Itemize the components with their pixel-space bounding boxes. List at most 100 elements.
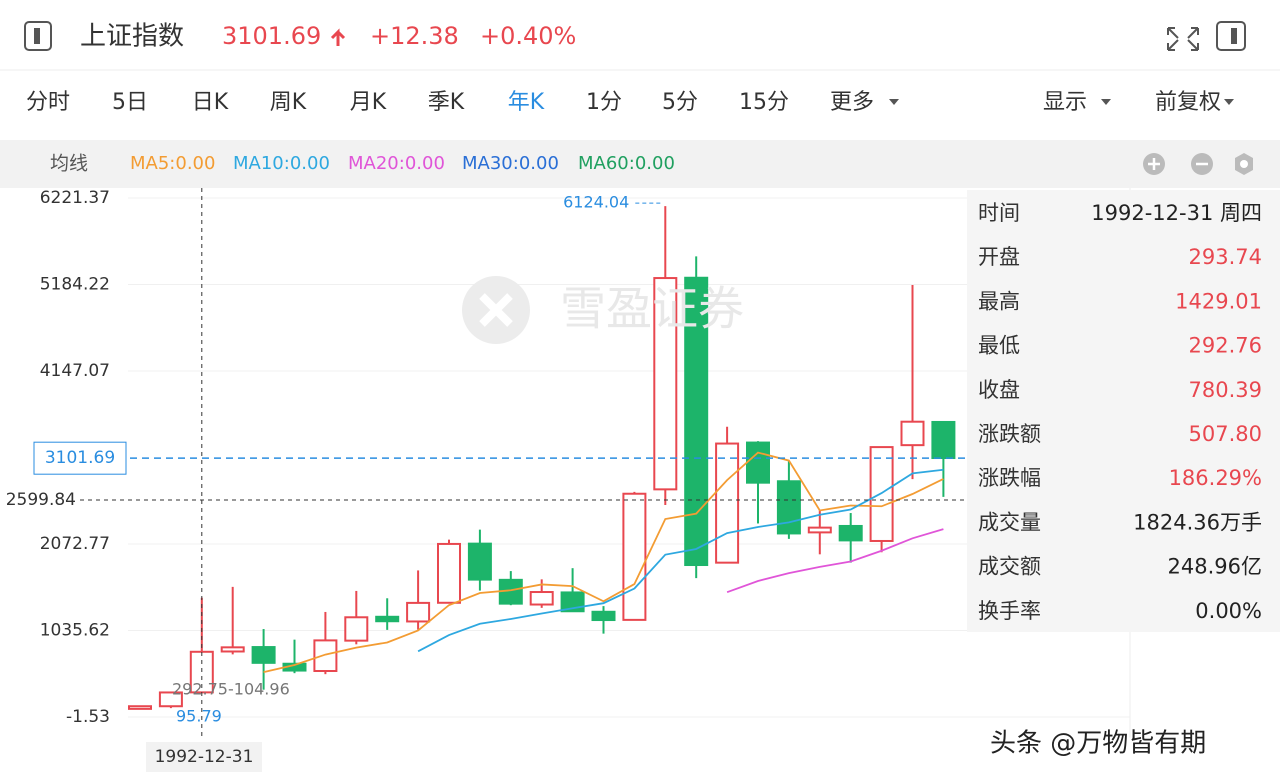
crosshair-value: 2599.84 — [6, 490, 76, 510]
candle-body — [900, 420, 925, 447]
ma-bar — [0, 140, 1280, 188]
up-arrow — [330, 28, 346, 46]
ma-line — [417, 468, 944, 653]
candle-body — [406, 601, 431, 623]
stock-price: 3101.69 — [222, 22, 321, 50]
panel-icon[interactable] — [1216, 21, 1246, 51]
watermark: 雪盈证券 — [560, 282, 744, 336]
candle-body — [313, 639, 338, 673]
right-tab[interactable]: 显示 — [1043, 90, 1087, 115]
fullscreen-icon[interactable] — [1167, 27, 1199, 51]
candle-body — [437, 542, 461, 604]
ma-legend: MA20:0.00 — [348, 153, 445, 174]
info-value: 248.96亿 — [1168, 555, 1262, 579]
tab[interactable]: 周K — [270, 90, 307, 115]
ma-title: 均线 — [50, 153, 88, 175]
tab[interactable]: 15分 — [739, 90, 789, 115]
candle-body — [931, 420, 956, 460]
tab[interactable]: 更多 — [830, 90, 874, 115]
max-label: 6124.04 — [563, 193, 629, 212]
ma-legend: MA60:0.00 — [578, 153, 675, 174]
candle-body — [529, 591, 554, 606]
tab[interactable]: 年K — [508, 90, 545, 115]
dropdown-arrow — [1101, 99, 1111, 105]
ma-line — [726, 528, 944, 594]
stock-title: 上证指数 — [80, 22, 184, 52]
overlay: 3101.69 2599.84 1992-12-31 6124.04 95.79 292.… — [0, 188, 1280, 772]
tab[interactable]: 5分 — [662, 90, 698, 115]
info-label: 涨跌额 — [978, 422, 1041, 446]
info-label: 成交额 — [978, 555, 1041, 579]
info-label: 最高 — [978, 289, 1020, 313]
candle-body — [251, 646, 276, 664]
stock-change: +12.38 — [370, 22, 459, 50]
back-icon[interactable] — [24, 21, 52, 51]
candle-body — [591, 610, 616, 622]
info-label: 最低 — [978, 334, 1020, 358]
candle-body — [746, 441, 770, 484]
ma-legend: MA30:0.00 — [462, 153, 559, 174]
ma-legend: MA5:0.00 — [130, 153, 215, 174]
y-tick-label: 2072.77 — [40, 534, 110, 554]
info-value: 1824.36万手 — [1133, 510, 1262, 534]
y-tick-label: 6221.37 — [40, 188, 110, 208]
candle-body — [715, 442, 740, 564]
candle-body — [838, 524, 863, 542]
info-label: 换手率 — [978, 599, 1041, 623]
candle-body — [622, 492, 647, 621]
y-tick-label: -1.53 — [66, 707, 110, 727]
plot: -1.53 1035.62 2072.77 4147.07 5184.22 6221.37 — [40, 188, 1130, 727]
info-value: 1992-12-31 周四 — [1091, 201, 1262, 225]
y-tick-label: 5184.22 — [40, 275, 110, 295]
info-value: 1429.01 — [1175, 289, 1262, 313]
candle-body — [776, 480, 801, 535]
info-label: 成交量 — [978, 510, 1041, 534]
right-tab[interactable]: 前复权 — [1155, 90, 1221, 115]
info-value: 0.00% — [1195, 599, 1262, 623]
info-value: 780.39 — [1189, 378, 1262, 402]
info-label: 收盘 — [978, 378, 1020, 402]
ma-legend: MA10:0.00 — [233, 153, 330, 174]
tab[interactable]: 月K — [350, 90, 387, 115]
candle-body — [128, 705, 152, 710]
info-panel — [967, 190, 1280, 632]
info-value: 292.76 — [1189, 334, 1262, 358]
info-label: 时间 — [978, 201, 1020, 225]
candle-body — [344, 616, 369, 642]
crosshair-value-box — [0, 486, 80, 515]
ma-line — [263, 451, 944, 674]
candle-body — [220, 646, 245, 653]
info-label: 涨跌幅 — [978, 466, 1041, 490]
watermark-x — [479, 293, 513, 327]
back-icon-bar — [34, 28, 40, 44]
footer: 头条 @万物皆有期 — [990, 729, 1206, 759]
dropdown-arrow — [1224, 99, 1234, 105]
stock-pct: +0.40% — [480, 22, 576, 50]
tab[interactable]: 日K — [192, 90, 229, 115]
tab[interactable]: 5日 — [112, 90, 148, 115]
current-price-label: 3101.69 — [45, 448, 115, 468]
tab[interactable]: 季K — [428, 90, 465, 115]
candle-body — [375, 615, 400, 623]
info-value: 186.29% — [1169, 466, 1262, 490]
candle-body — [467, 542, 492, 581]
panel-icon-bar — [1231, 28, 1237, 44]
tab[interactable]: 1分 — [586, 90, 622, 115]
info-label: 开盘 — [978, 245, 1020, 269]
y-tick-label: 1035.62 — [40, 621, 110, 641]
candle-body — [807, 526, 832, 534]
dropdown-arrow — [889, 99, 899, 105]
date-box — [146, 742, 262, 772]
annotation: 292.75-104.96 — [172, 680, 290, 699]
current-price-box — [33, 441, 127, 475]
min-label: 95.79 — [176, 707, 222, 726]
crosshair-date: 1992-12-31 — [155, 747, 254, 767]
tab[interactable]: 分时 — [26, 90, 70, 115]
candle-body — [684, 276, 709, 567]
candle-body — [653, 277, 678, 491]
info-value: 507.80 — [1189, 422, 1262, 446]
info-value: 293.74 — [1189, 245, 1262, 269]
y-tick-label: 4147.07 — [40, 361, 110, 381]
